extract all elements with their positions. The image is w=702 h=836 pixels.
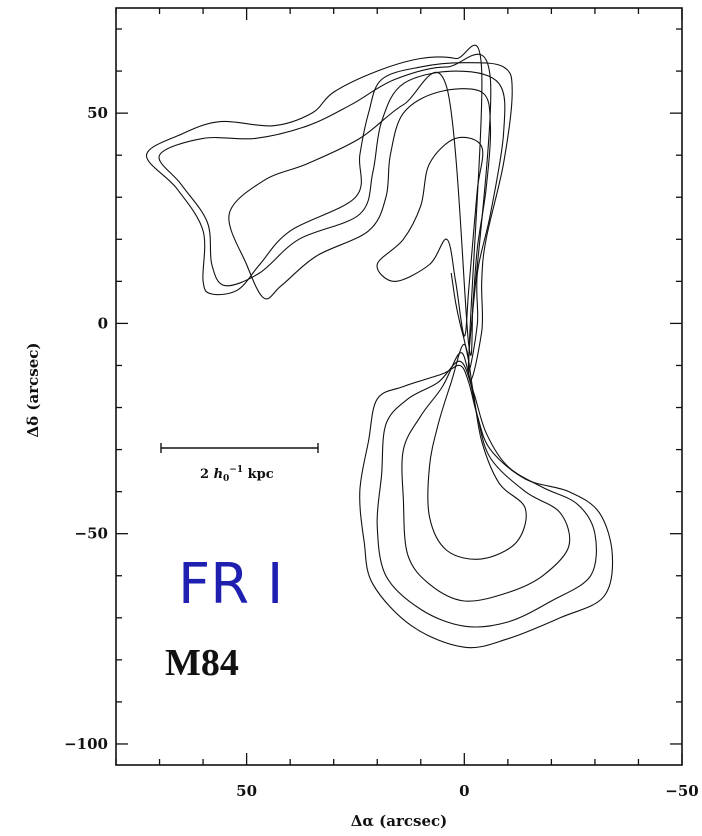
y-axis-title: Δδ (arcsec) [24,343,42,438]
contour-jet-ridge [450,272,470,362]
scale-bar-label: 2 h0−1 kpc [200,465,274,484]
class-label: FR I [178,552,283,617]
y-tick-label: 50 [87,104,108,122]
contour-level-3 [228,71,492,356]
x-tick-label: 50 [236,782,257,800]
tick-labels: 50 0 −50 50 0 −50 −100 [64,104,699,800]
contour-level-4-south [427,343,527,560]
x-tick-label: 0 [459,782,469,800]
contour-level-1-south [359,364,614,649]
contour-level-4 [376,136,484,337]
contour-level-3-south [401,352,571,602]
object-label: M84 [165,642,239,684]
y-tick-label: 0 [98,314,108,332]
y-tick-label: −50 [75,525,108,543]
x-tick-label: −50 [665,782,698,800]
plot-frame [115,7,683,766]
scale-bar: 2 h0−1 kpc [160,443,319,484]
contour-level-1 [145,44,513,382]
y-tick-label: −100 [64,735,108,753]
axis-ticks [115,8,683,765]
contour-layer [145,44,614,649]
x-axis-title: Δα (arcsec) [351,812,447,830]
contour-level-2-south [376,360,597,628]
contour-level-2 [158,53,506,372]
